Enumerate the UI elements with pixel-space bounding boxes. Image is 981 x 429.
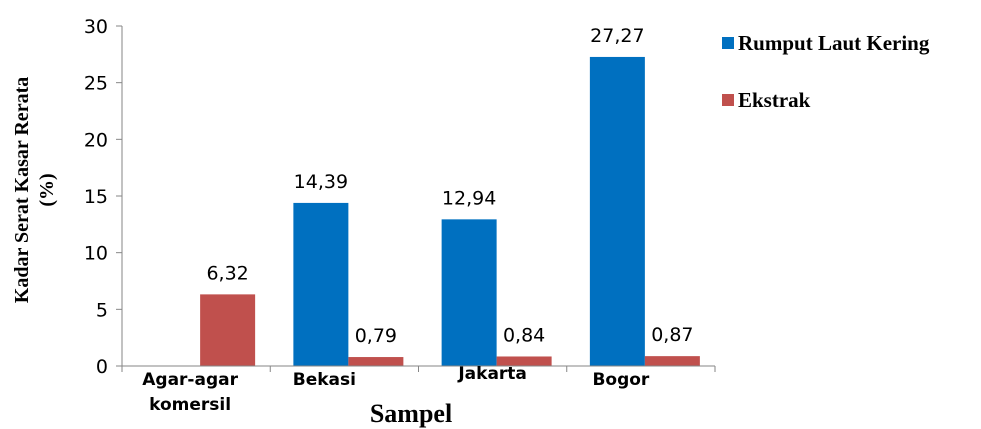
bar: [200, 294, 256, 366]
bar: [293, 202, 349, 366]
bar: [644, 356, 700, 366]
legend-swatch: [722, 94, 734, 106]
x-axis: Agar-agar komersil Bekasi Jakarta Bogor: [121, 364, 716, 415]
legend-label: Ekstrak: [738, 88, 811, 112]
bar-data-label: 14,39: [294, 171, 348, 193]
legend: Rumput Laut Kering Ekstrak: [722, 31, 930, 112]
x-category-label: Bekasi: [293, 370, 356, 390]
x-category-label: Jakarta: [457, 364, 527, 384]
bar-data-label: 0,84: [503, 324, 545, 346]
bar: [589, 56, 645, 366]
data-labels: 6,32 14,39 0,79 12,94 0,84 27,27 0,87: [206, 25, 693, 347]
legend-label: Rumput Laut Kering: [738, 31, 930, 55]
y-tick-label: 25: [84, 73, 108, 95]
x-category-label: komersil: [149, 395, 231, 415]
y-axis-title: Kadar Serat Kasar Rerata (%): [11, 77, 58, 303]
bar: [441, 219, 497, 366]
y-tick-label: 0: [96, 356, 108, 378]
y-axis: 0 5 10 15 20 25 30: [84, 16, 123, 378]
bar-data-label: 6,32: [206, 262, 248, 284]
y-axis-title-line: (%): [36, 173, 58, 206]
legend-swatch: [722, 37, 734, 49]
y-tick-label: 20: [84, 129, 108, 151]
bar: [348, 357, 404, 366]
bar-data-label: 0,79: [355, 325, 397, 347]
y-tick-label: 15: [84, 186, 108, 208]
bars: [200, 56, 700, 366]
y-tick-label: 30: [84, 16, 108, 38]
x-category-label: Bogor: [592, 370, 649, 390]
x-axis-title: Sampel: [370, 399, 452, 428]
y-tick-label: 10: [84, 243, 108, 265]
y-axis-title-line: Kadar Serat Kasar Rerata: [11, 77, 33, 303]
bar-data-label: 12,94: [442, 187, 496, 209]
x-category-label: Agar-agar: [142, 370, 238, 390]
y-tick-label: 5: [96, 299, 108, 321]
bar-data-label: 0,87: [651, 324, 693, 346]
bar: [496, 356, 552, 366]
bar-data-label: 27,27: [590, 25, 644, 47]
